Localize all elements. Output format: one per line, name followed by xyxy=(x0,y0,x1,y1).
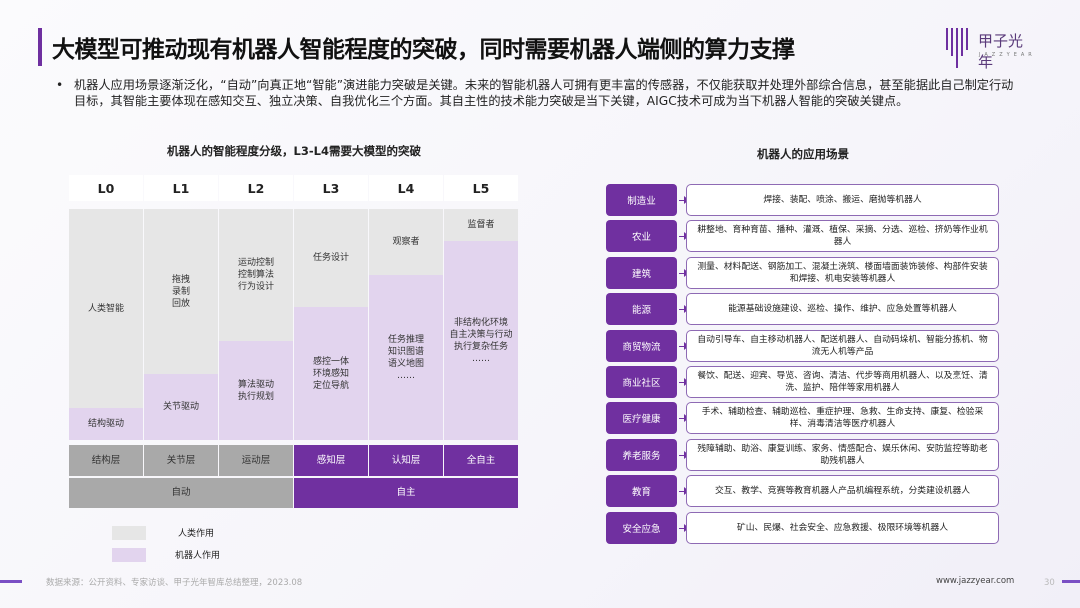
scenarios-title: 机器人的应用场景 xyxy=(757,147,849,161)
scenario-description: 餐饮、配送、迎宾、导览、咨询、清洁、代步等商用机器人、以及烹饪、清洗、监护、陪伴… xyxy=(686,366,999,398)
scenario-description: 矿山、民爆、社会安全、应急救援、极限环境等机器人 xyxy=(686,511,999,544)
robot-role-cell: 任务推理 知识图谱 语义地图 …… xyxy=(369,275,443,440)
logo-subtext: JAZZYEAR xyxy=(979,52,1036,58)
robot-role-cell: 结构驱动 xyxy=(69,408,143,440)
robot-role-cell: 非结构化环境 自主决策与行动 执行复杂任务 …… xyxy=(444,241,518,440)
layer-cell: 全自主 xyxy=(444,445,518,476)
human-role-cell: 人类智能 xyxy=(69,209,143,408)
human-role-cell: 观察者 xyxy=(369,209,443,275)
human-role-cell: 运动控制 控制算法 行为设计 xyxy=(219,209,293,341)
human-role-cell: 拖拽 录制 回放 xyxy=(144,209,218,374)
summary-bullet: 机器人应用场景逐渐泛化，“自动”向真正地“智能”演进能力突破是关键。未来的智能机… xyxy=(56,78,1020,109)
connector-line xyxy=(679,527,685,529)
page-title: 大模型可推动现有机器人智能程度的突破，同时需要机器人端侧的算力支撑 xyxy=(52,37,795,63)
layer-cell: 关节层 xyxy=(144,445,218,476)
human-role-cell: 任务设计 xyxy=(294,209,368,307)
layer-cell: 认知层 xyxy=(369,445,443,476)
robot-role-cell: 算法驱动 执行规划 xyxy=(219,341,293,440)
legend-label-robot: 机器人作用 xyxy=(175,551,221,561)
scenario-description: 能源基础设施建设、巡检、操作、维护、应急处置等机器人 xyxy=(686,293,999,326)
scenario-description: 手术、辅助检查、辅助巡检、重症护理、急救、生命支持、康复、检验采样、消毒清洁等医… xyxy=(686,402,999,435)
scenario-category: 制造业 xyxy=(606,184,677,216)
connector-line xyxy=(679,200,685,201)
connector-line xyxy=(679,382,685,383)
connector-line xyxy=(679,272,685,274)
scenario-category: 安全应急 xyxy=(606,511,677,544)
title-accent-bar xyxy=(38,28,42,66)
scenario-category: 商贸物流 xyxy=(606,329,677,362)
legend-swatch-robot xyxy=(112,548,146,562)
connector-line xyxy=(679,345,685,347)
logo-text: 甲子光年 xyxy=(978,32,1024,71)
human-role-cell: 监督者 xyxy=(444,209,518,241)
level-header: L4 xyxy=(369,175,443,201)
scenario-description: 耕整地、育种育苗、播种、灌溉、植保、采摘、分选、巡检、挤奶等作业机器人 xyxy=(686,220,999,253)
logo: 甲子光年 JAZZYEAR xyxy=(944,26,1036,71)
level-header: L2 xyxy=(219,175,293,201)
scenario-category: 农业 xyxy=(606,220,677,253)
levels-title: 机器人的智能程度分级，L3-L4需要大模型的突破 xyxy=(167,144,421,158)
level-header: L0 xyxy=(69,175,143,201)
level-header: L1 xyxy=(144,175,218,201)
scenario-category: 建筑 xyxy=(606,256,677,289)
level-header: L3 xyxy=(294,175,368,201)
layer-cell: 感知层 xyxy=(294,445,368,476)
footer-line-left xyxy=(0,580,22,583)
level-header: L5 xyxy=(444,175,518,201)
connector-line xyxy=(679,236,685,238)
robot-role-cell: 感控一体 环境感知 定位导航 xyxy=(294,307,368,440)
scenario-description: 焊接、装配、喷涂、搬运、磨抛等机器人 xyxy=(686,184,999,216)
scenario-description: 残障辅助、助浴、康复训练、家务、情感配合、娱乐休闲、安防监控等助老助残机器人 xyxy=(686,438,999,471)
connector-line xyxy=(679,309,685,311)
mode-autonomous: 自主 xyxy=(294,478,518,508)
page-number: 30 xyxy=(1044,578,1055,588)
connector-line xyxy=(679,454,685,456)
scenario-category: 商业社区 xyxy=(606,366,677,398)
footer-line-right xyxy=(1062,580,1080,583)
layer-cell: 结构层 xyxy=(69,445,143,476)
layer-cell: 运动层 xyxy=(219,445,293,476)
robot-role-cell: 关节驱动 xyxy=(144,374,218,440)
scenario-category: 教育 xyxy=(606,475,677,508)
connector-line xyxy=(679,491,685,493)
website-link[interactable]: www.jazzyear.com xyxy=(936,576,1015,586)
scenario-description: 自动引导车、自主移动机器人、配送机器人、自动码垛机、智能分拣机、物流无人机等产品 xyxy=(686,329,999,362)
legend-label-human: 人类作用 xyxy=(178,529,215,539)
logo-mark-icon xyxy=(946,28,968,68)
mode-automatic: 自动 xyxy=(69,478,293,508)
scenario-description: 交互、教学、竞赛等教育机器人产品机编程系统，分类建设机器人 xyxy=(686,475,999,508)
scenario-category: 养老服务 xyxy=(606,438,677,471)
legend-swatch-human xyxy=(112,526,146,540)
source-note: 数据来源：公开资料、专家访谈、甲子光年智库总结整理，2023.08 xyxy=(46,578,303,588)
scenario-description: 测量、材料配送、钢筋加工、混凝土浇筑、楼面墙面装饰装修、构部件安装和焊接、机电安… xyxy=(686,256,999,289)
connector-line xyxy=(679,418,685,420)
scenario-category: 医疗健康 xyxy=(606,402,677,435)
scenario-category: 能源 xyxy=(606,293,677,326)
